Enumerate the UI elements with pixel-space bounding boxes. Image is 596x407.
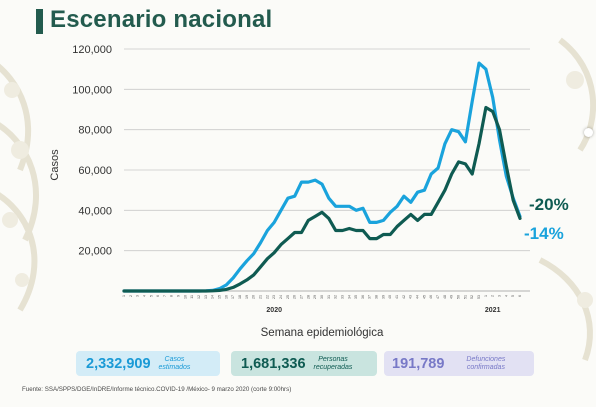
x-tick-label: 48: [443, 295, 447, 299]
x-tick-label: 44: [416, 295, 420, 299]
x-tick-label: 43: [409, 295, 413, 299]
y-axis-title: Casos: [49, 149, 61, 181]
summary-label: Defunciones confirmadas: [466, 355, 506, 371]
x-tick-label: 10: [183, 295, 187, 299]
x-tick-label: 15: [218, 295, 222, 299]
x-tick-label: 5: [149, 295, 153, 297]
x-tick-label: 18: [238, 295, 242, 299]
x-tick-label: 45: [422, 295, 426, 299]
summary-label: Casos estimados: [158, 355, 191, 371]
x-tick-label: 2: [129, 295, 133, 297]
x-tick-label: 40: [388, 295, 392, 299]
y-tick-label: 120,000: [72, 44, 112, 56]
x-tick-label: 25: [286, 295, 290, 299]
x-tick-label: 28: [306, 295, 310, 299]
x-tick-label: 16: [224, 295, 228, 299]
y-tick-label: 80,000: [78, 125, 112, 137]
x-tick-label: 32: [334, 295, 338, 299]
x-tick-label: 39: [381, 295, 385, 299]
x-tick-label: 46: [429, 295, 433, 299]
x-tick-label: 1: [122, 295, 126, 297]
x-tick-label: 6: [156, 295, 160, 297]
x-tick-label: 36: [361, 295, 365, 299]
x-tick-label: 41: [395, 295, 399, 299]
y-tick-label: 60,000: [78, 165, 112, 177]
x-axis-title: Semana epidemiológica: [261, 327, 384, 339]
x-tick-label: 33: [340, 295, 344, 299]
x-tick-label: 14: [211, 295, 215, 299]
x-tick-label: 24: [279, 295, 283, 299]
x-tick-label: 34: [347, 295, 351, 299]
x-tick-label: 27: [299, 295, 303, 299]
end-label-light: -14%: [524, 224, 564, 243]
summary-value: 2,332,909: [86, 355, 151, 372]
y-tick-label: 40,000: [78, 205, 112, 217]
x-tick-label: 47: [436, 295, 440, 299]
x-tick-label: 17: [231, 295, 235, 299]
summary-card-recovered: 1,681,336 Personas recuperadas: [231, 351, 377, 376]
x-tick-label: 53: [477, 295, 481, 299]
x-tick-label: 51: [463, 295, 467, 299]
x-tick-label: 42: [402, 295, 406, 299]
x-tick-label: 50: [457, 295, 461, 299]
series-line-2: [122, 105, 522, 293]
x-tick-label: 23: [272, 295, 276, 299]
slide-navigation-handle[interactable]: [584, 128, 593, 137]
x-tick-label: 8: [170, 295, 174, 297]
x-tick-label: 19: [245, 295, 249, 299]
series-line-1: [122, 61, 522, 293]
year-label: 2021: [485, 307, 501, 314]
x-tick-label: 37: [368, 295, 372, 299]
source-footnote: Fuente: SSA/SPPS/DGE/InDRE/Informe técni…: [22, 386, 292, 393]
y-tick-label: 100,000: [72, 84, 112, 96]
x-tick-label: 35: [354, 295, 358, 299]
year-label: 2020: [266, 307, 282, 314]
x-tick-label: 9: [177, 295, 181, 297]
summary-value: 1,681,336: [241, 355, 306, 372]
x-tick-label: 6: [518, 295, 522, 297]
x-tick-label: 3: [497, 295, 501, 297]
x-tick-label: 21: [259, 295, 263, 299]
summary-value: 191,789: [392, 355, 445, 372]
title-accent-bar: [36, 9, 43, 34]
x-tick-label: 5: [511, 295, 515, 297]
summary-card-estimated-cases: 2,332,909 Casos estimados: [76, 351, 220, 376]
x-tick-label: 4: [142, 295, 146, 297]
x-tick-label: 12: [197, 295, 201, 299]
x-tick-label: 1: [484, 295, 488, 297]
x-tick-label: 52: [470, 295, 474, 299]
x-tick-label: 26: [293, 295, 297, 299]
x-tick-label: 49: [450, 295, 454, 299]
x-tick-label: 3: [136, 295, 140, 297]
x-tick-label: 11: [190, 295, 194, 299]
x-tick-label: 4: [504, 295, 508, 297]
slide-title: Escenario nacional: [50, 6, 273, 33]
x-tick-label: 2: [491, 295, 495, 297]
x-tick-label: 7: [163, 295, 167, 297]
end-label-dark: -20%: [529, 195, 569, 214]
y-tick-label: 20,000: [78, 246, 112, 258]
x-tick-label: 31: [327, 295, 331, 299]
x-tick-label: 20: [252, 295, 256, 299]
summary-card-deaths: 191,789 Defunciones confirmadas: [384, 351, 534, 376]
x-tick-label: 22: [265, 295, 269, 299]
x-tick-label: 13: [204, 295, 208, 299]
x-tick-label: 30: [320, 295, 324, 299]
x-tick-label: 38: [375, 295, 379, 299]
summary-label: Personas recuperadas: [313, 355, 353, 371]
x-tick-label: 29: [313, 295, 317, 299]
